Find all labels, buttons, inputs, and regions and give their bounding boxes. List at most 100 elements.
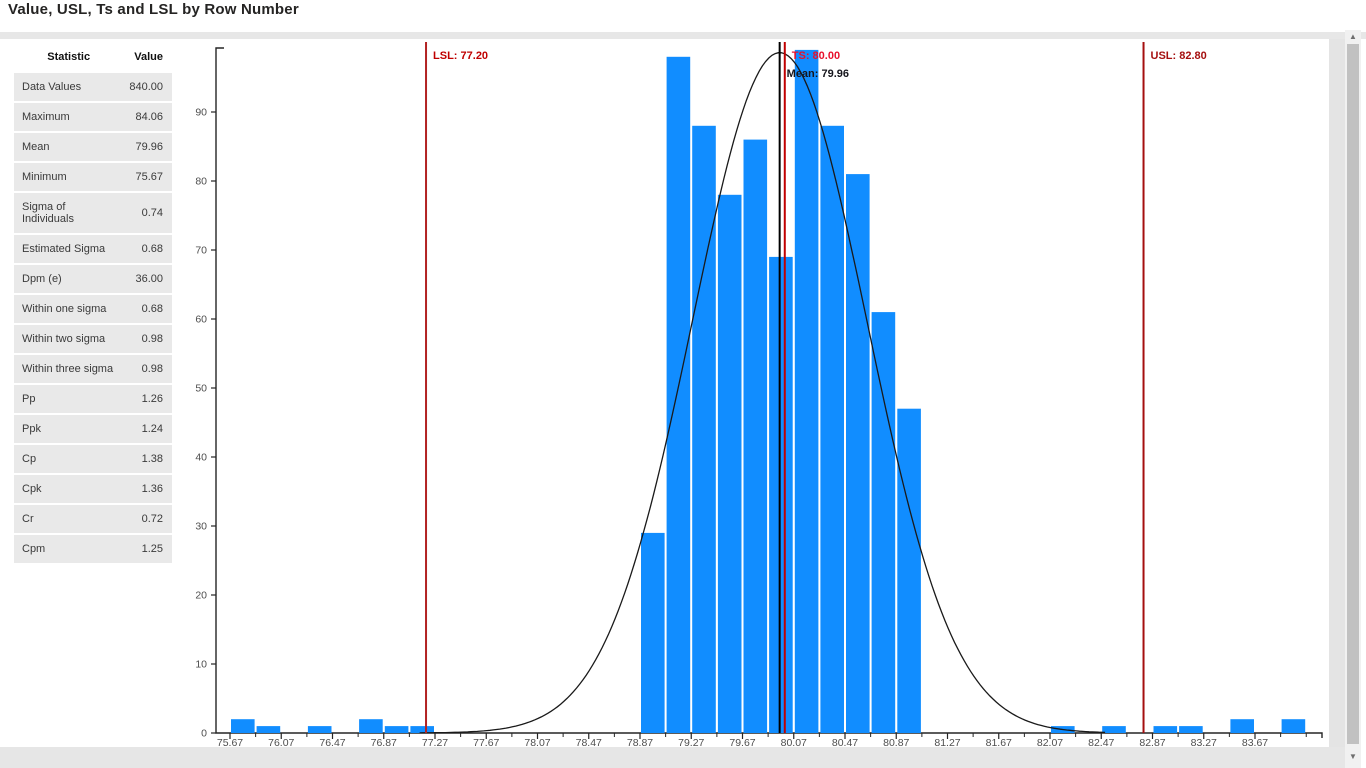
- stat-label: Cp: [14, 445, 124, 473]
- y-tick-label: 70: [195, 245, 207, 257]
- table-row[interactable]: Mean 79.96: [14, 133, 172, 161]
- table-row[interactable]: Dpm (e) 36.00: [14, 265, 172, 293]
- ref-label-mean: Mean: 79.96: [787, 68, 849, 80]
- table-row[interactable]: Cp 1.38: [14, 445, 172, 473]
- histogram-svg: 0 10 20 30 40 50 60 70 80 90 75.67 76.07 76.47 76.87 7…: [195, 42, 1323, 749]
- stat-label: Data Values: [14, 73, 124, 101]
- stat-label: Within three sigma: [14, 355, 124, 383]
- histogram-bar[interactable]: [1153, 726, 1178, 733]
- table-row[interactable]: Pp 1.26: [14, 385, 172, 413]
- table-row[interactable]: Within one sigma 0.68: [14, 295, 172, 323]
- stat-label: Mean: [14, 133, 124, 161]
- table-row[interactable]: Sigma of Individuals 0.74: [14, 193, 172, 233]
- table-row[interactable]: Cpk 1.36: [14, 475, 172, 503]
- table-row[interactable]: Minimum 75.67: [14, 163, 172, 191]
- y-tick-label: 20: [195, 590, 207, 602]
- page-title: Value, USL, Ts and LSL by Row Number: [8, 1, 299, 18]
- stat-value: 1.26: [123, 385, 172, 413]
- histogram-bar[interactable]: [359, 719, 383, 733]
- table-row[interactable]: Ppk 1.24: [14, 415, 172, 443]
- histogram-bar[interactable]: [1230, 719, 1254, 733]
- scroll-gutter: [1329, 39, 1345, 768]
- stat-value: 1.24: [123, 415, 172, 443]
- histogram-bar[interactable]: [384, 726, 409, 733]
- histogram-bar[interactable]: [256, 726, 281, 733]
- y-tick-label: 60: [195, 314, 207, 326]
- stat-value: 79.96: [123, 133, 172, 161]
- table-row[interactable]: Within two sigma 0.98: [14, 325, 172, 353]
- x-tick-label: 80.47: [832, 737, 858, 749]
- histogram-bar[interactable]: [1179, 726, 1203, 733]
- histogram-chart: 0 10 20 30 40 50 60 70 80 90 75.67 76.07 76.47 76.87 7…: [190, 40, 1330, 756]
- top-strip: [0, 32, 1366, 39]
- table-row[interactable]: Estimated Sigma 0.68: [14, 235, 172, 263]
- stat-label: Ppk: [14, 415, 124, 443]
- histogram-bar[interactable]: [641, 532, 665, 733]
- stat-value: 0.72: [123, 505, 172, 533]
- y-tick-label: 50: [195, 383, 207, 395]
- x-tick-label: 82.87: [1139, 737, 1165, 749]
- table-row[interactable]: Data Values 840.00: [14, 73, 172, 101]
- histogram-bar[interactable]: [1281, 719, 1306, 733]
- histogram-bar[interactable]: [410, 726, 434, 733]
- stat-label: Within one sigma: [14, 295, 124, 323]
- y-tick-label: 90: [195, 107, 207, 119]
- x-tick-label: 77.67: [473, 737, 499, 749]
- stats-table: Statistic Value Data Values 840.00 Maximum…: [14, 42, 172, 565]
- stat-value: 75.67: [123, 163, 172, 191]
- histogram-bar[interactable]: [1102, 726, 1126, 733]
- table-row[interactable]: Cpm 1.25: [14, 535, 172, 563]
- table-row[interactable]: Cr 0.72: [14, 505, 172, 533]
- x-tick-label: 78.47: [576, 737, 602, 749]
- scrollbar-thumb[interactable]: [1347, 44, 1359, 744]
- histogram-bar[interactable]: [871, 312, 896, 733]
- x-tick-label: 82.47: [1088, 737, 1114, 749]
- x-tick-label: 83.27: [1191, 737, 1217, 749]
- stat-value: 0.68: [123, 235, 172, 263]
- stat-value: 0.68: [123, 295, 172, 323]
- scroll-down-icon[interactable]: ▼: [1349, 752, 1357, 761]
- y-tick-label: 0: [201, 728, 207, 740]
- stat-label: Minimum: [14, 163, 124, 191]
- stat-label: Cpm: [14, 535, 124, 563]
- y-tick-label: 30: [195, 521, 207, 533]
- stat-label: Sigma of Individuals: [14, 193, 124, 233]
- ref-label-ts: TS: 80.00: [792, 50, 840, 62]
- stat-label: Cpk: [14, 475, 124, 503]
- stats-table-header-row: Statistic Value: [14, 44, 172, 71]
- stat-value: 36.00: [123, 265, 172, 293]
- x-tick-label: 77.27: [422, 737, 448, 749]
- stat-value: 84.06: [123, 103, 172, 131]
- stat-value: 840.00: [123, 73, 172, 101]
- histogram-bar[interactable]: [846, 174, 870, 734]
- histogram-bar[interactable]: [666, 56, 691, 734]
- histogram-bar[interactable]: [769, 256, 793, 733]
- y-tick-label: 40: [195, 452, 207, 464]
- stat-value: 0.74: [123, 193, 172, 233]
- stats-header-statistic: Statistic: [14, 44, 124, 71]
- stat-value: 1.38: [123, 445, 172, 473]
- x-tick-label: 83.67: [1242, 737, 1268, 749]
- normal-curve: [419, 52, 1106, 734]
- table-row[interactable]: Maximum 84.06: [14, 103, 172, 131]
- histogram-bar[interactable]: [692, 125, 716, 734]
- stat-value: 1.25: [123, 535, 172, 563]
- x-tick-label: 82.07: [1037, 737, 1063, 749]
- histogram-bar[interactable]: [820, 125, 844, 734]
- histogram-bar[interactable]: [897, 408, 921, 733]
- axis-lines: [215, 47, 1323, 738]
- histogram-bar[interactable]: [717, 194, 742, 734]
- x-tick-label: 79.27: [678, 737, 704, 749]
- histogram-bar[interactable]: [794, 49, 819, 733]
- histogram-bar[interactable]: [307, 726, 332, 733]
- x-tick-label: 81.67: [986, 737, 1012, 749]
- table-row[interactable]: Within three sigma 0.98: [14, 355, 172, 383]
- stat-value: 0.98: [123, 325, 172, 353]
- ref-label-lsl: LSL: 77.20: [433, 50, 488, 62]
- bottom-scroll-area[interactable]: [0, 747, 1345, 768]
- histogram-bar[interactable]: [231, 719, 255, 733]
- stat-label: Within two sigma: [14, 325, 124, 353]
- histogram-bar[interactable]: [743, 139, 768, 734]
- scroll-up-icon[interactable]: ▲: [1349, 32, 1357, 41]
- stats-header-value: Value: [123, 44, 172, 71]
